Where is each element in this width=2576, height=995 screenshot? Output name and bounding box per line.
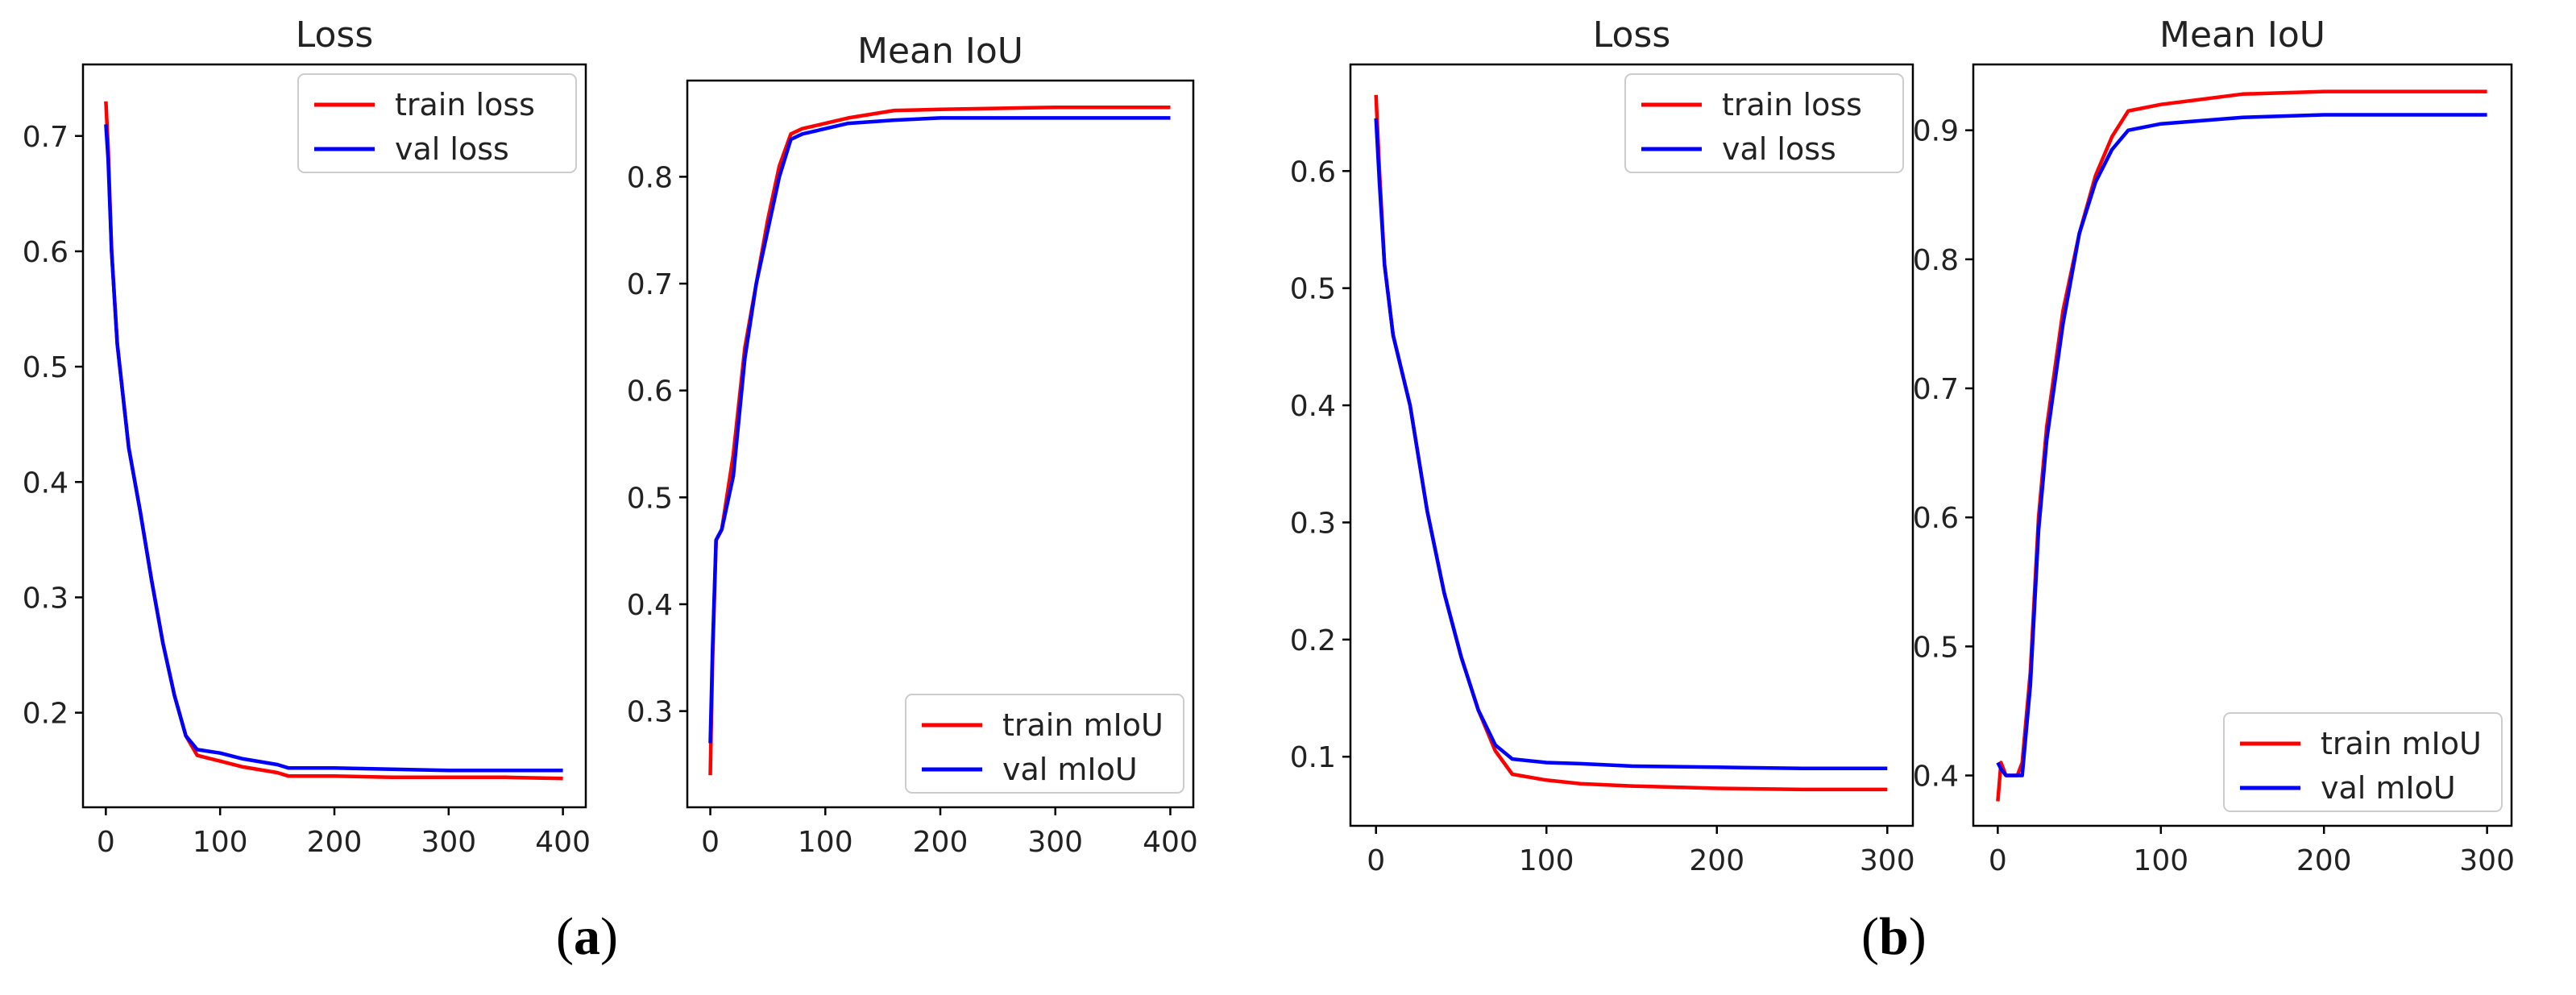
y-tick-label: 0.3 <box>627 696 673 729</box>
x-tick-label: 400 <box>1143 826 1198 859</box>
x-tick-label: 200 <box>2296 844 2352 877</box>
y-tick-label: 0.4 <box>627 589 673 622</box>
y-tick-label: 0.2 <box>23 698 68 731</box>
x-tick-label: 0 <box>1989 844 2007 877</box>
axes-frame <box>1349 63 1914 827</box>
y-tick-label: 0.5 <box>1913 631 1959 664</box>
x-tick-label: 200 <box>307 826 363 859</box>
y-tick-label: 0.5 <box>1290 273 1336 306</box>
series-line-val-loss <box>104 124 563 773</box>
y-tick-label: 0.6 <box>1290 155 1336 189</box>
y-tick-label: 0.7 <box>627 268 673 301</box>
series-line-train-loss <box>1374 94 1888 792</box>
chart-title: Loss <box>1593 15 1671 56</box>
series-line-train-mIoU <box>1996 89 2487 802</box>
legend-label: train mIoU <box>1002 707 1164 743</box>
chart-title: Loss <box>296 15 374 56</box>
legend-label: train loss <box>395 87 535 122</box>
x-tick-label: 100 <box>2133 844 2188 877</box>
x-tick-label: 400 <box>535 826 591 859</box>
legend: train mIoU val mIoU <box>905 694 1184 794</box>
axes-frame <box>1972 63 2513 827</box>
legend: train loss val loss <box>1624 73 1904 173</box>
chart-panel-3: Loss 0 100 200 300 0.1 0.2 0.3 0.4 0.5 0.6 train lo… <box>1290 15 1915 877</box>
x-tick-label: 200 <box>913 826 969 859</box>
y-tick-label: 0.3 <box>1290 507 1336 540</box>
x-tick-label: 0 <box>701 826 720 859</box>
y-tick-label: 0.7 <box>1913 373 1959 406</box>
legend-label: val mIoU <box>1002 752 1138 787</box>
legend-label: train loss <box>1722 87 1862 122</box>
x-tick-label: 0 <box>1367 844 1385 877</box>
series-line-train-mIoU <box>708 105 1171 776</box>
legend-label: train mIoU <box>2321 726 2482 761</box>
chart-panel-4: Mean IoU 0 100 200 300 0.4 0.5 0.6 0.7 0.8 0.9 trai… <box>1913 15 2515 877</box>
x-tick-label: 300 <box>1860 844 1915 877</box>
chart-title: Mean IoU <box>857 31 1023 72</box>
legend-label: val loss <box>1722 131 1836 167</box>
series-line-val-loss <box>1374 118 1888 771</box>
axes-frame <box>81 63 587 809</box>
x-tick-label: 300 <box>421 826 476 859</box>
y-tick-label: 0.6 <box>627 375 673 408</box>
subfigure-label-a: (a) <box>556 907 618 966</box>
legend-label: val loss <box>395 131 509 167</box>
series-line-train-loss <box>104 101 563 781</box>
y-tick-label: 0.5 <box>627 482 673 515</box>
legend: train loss val loss <box>297 73 577 173</box>
y-tick-label: 0.8 <box>627 161 673 194</box>
y-tick-label: 0.6 <box>1913 502 1959 535</box>
series-line-val-mIoU <box>708 116 1171 744</box>
y-tick-label: 0.9 <box>1913 115 1959 148</box>
chart-panel-2: Mean IoU 0 100 200 300 400 0.3 0.4 0.5 0.6 0.7 0.8 t… <box>627 31 1198 859</box>
series-line-val-mIoU <box>1996 113 2487 777</box>
chart-panel-1: Loss 0 100 200 300 400 0.2 0.3 0.4 0.5 0.6 0.7 train… <box>23 15 591 859</box>
x-tick-label: 100 <box>193 826 248 859</box>
y-tick-label: 0.7 <box>23 121 68 154</box>
chart-title: Mean IoU <box>2159 15 2325 56</box>
y-tick-label: 0.2 <box>1290 624 1336 657</box>
y-tick-label: 0.4 <box>1913 761 1959 794</box>
x-tick-label: 0 <box>97 826 115 859</box>
y-tick-label: 0.4 <box>23 466 68 500</box>
y-tick-label: 0.8 <box>1913 244 1959 277</box>
y-tick-label: 0.4 <box>1290 390 1336 423</box>
x-tick-label: 100 <box>798 826 853 859</box>
x-tick-label: 300 <box>2459 844 2515 877</box>
legend: train mIoU val mIoU <box>2223 712 2503 812</box>
y-tick-label: 0.5 <box>23 351 68 384</box>
subfigure-label-b: (b) <box>1861 907 1927 966</box>
y-tick-label: 0.6 <box>23 236 68 269</box>
x-tick-label: 300 <box>1027 826 1083 859</box>
y-tick-label: 0.1 <box>1290 741 1336 774</box>
x-tick-label: 100 <box>1519 844 1574 877</box>
x-tick-label: 200 <box>1689 844 1744 877</box>
legend-label: val mIoU <box>2321 770 2456 806</box>
y-tick-label: 0.3 <box>23 582 68 615</box>
